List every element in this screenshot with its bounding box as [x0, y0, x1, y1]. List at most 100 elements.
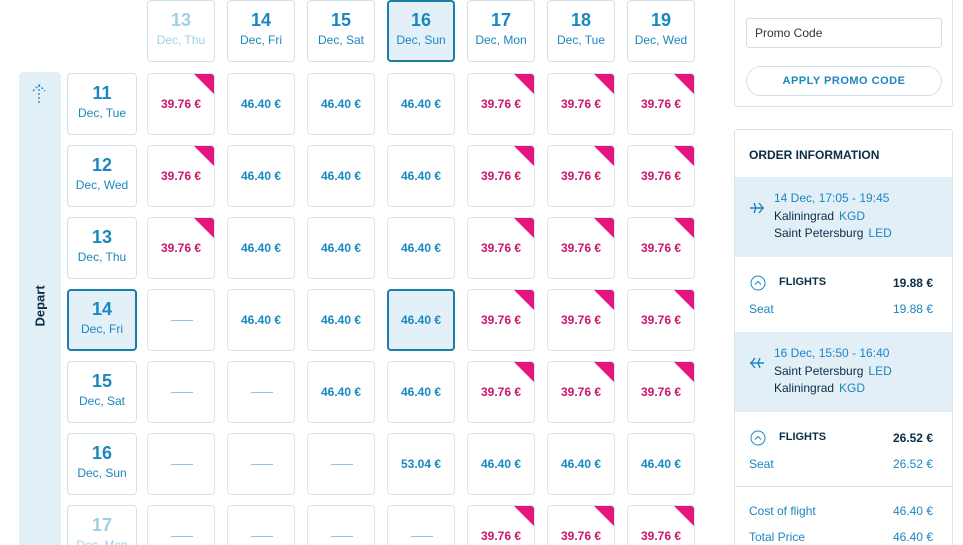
depart-date[interactable]: 14 Dec, Fri [67, 289, 137, 351]
fare-price: 46.40 € [400, 385, 442, 399]
fare-cell[interactable]: 39.76 € [147, 145, 215, 207]
no-fare [171, 392, 193, 393]
seat-label: Seat [749, 302, 774, 316]
fare-cell[interactable]: 39.76 € [467, 73, 535, 135]
fare-price: 46.40 € [320, 169, 362, 183]
fare-price: 39.76 € [480, 169, 522, 183]
return-label: Dec, Tue [556, 33, 606, 47]
depart-date[interactable]: 17 Dec, Mon [67, 505, 137, 545]
return-date[interactable]: 17 Dec, Mon [467, 0, 535, 62]
return-label: Dec, Sat [317, 33, 365, 47]
fare-cell[interactable]: 46.40 € [307, 289, 375, 351]
depart-date[interactable]: 11 Dec, Tue [67, 73, 137, 135]
promo-input[interactable]: Promo Code [746, 18, 942, 48]
fare-cell[interactable]: 46.40 € [387, 217, 455, 279]
depart-date-label: Dec, Mon [76, 538, 128, 545]
fare-cell[interactable]: 46.40 € [227, 289, 295, 351]
fare-cell[interactable]: 39.76 € [467, 145, 535, 207]
return-date[interactable]: 19 Dec, Wed [627, 0, 695, 62]
no-fare [331, 464, 353, 465]
no-fare [411, 536, 433, 537]
fare-cell [387, 505, 455, 545]
promo-marker [594, 362, 614, 382]
fare-cell[interactable]: 39.76 € [547, 73, 615, 135]
divider [735, 486, 952, 487]
fare-cell[interactable]: 39.76 € [547, 145, 615, 207]
fare-cell[interactable]: 39.76 € [147, 73, 215, 135]
fare-cell[interactable]: 39.76 € [627, 361, 695, 423]
cost-label: Cost of flight [749, 504, 816, 518]
plane-icon [750, 357, 764, 369]
fare-cell[interactable]: 39.76 € [627, 73, 695, 135]
fare-cell[interactable]: 39.76 € [547, 361, 615, 423]
return-date[interactable]: 18 Dec, Tue [547, 0, 615, 62]
depart-date[interactable]: 12 Dec, Wed [67, 145, 137, 207]
fare-cell[interactable]: 46.40 € [627, 433, 695, 495]
fare-price: 39.76 € [160, 169, 202, 183]
fare-cell[interactable]: 39.76 € [627, 505, 695, 545]
airport-code: LED [868, 364, 892, 378]
fare-price: 46.40 € [480, 457, 522, 471]
apply-promo-button[interactable]: APPLY PROMO CODE [746, 66, 942, 96]
depart-day: 11 [92, 83, 112, 103]
promo-marker [594, 290, 614, 310]
depart-date[interactable]: 13 Dec, Thu [67, 217, 137, 279]
fare-cell[interactable]: 46.40 € [227, 145, 295, 207]
no-fare [251, 464, 273, 465]
fare-price: 46.40 € [640, 457, 682, 471]
fare-cell[interactable]: 39.76 € [627, 145, 695, 207]
collapse-icon[interactable] [750, 430, 766, 446]
return-date[interactable]: 13 Dec, Thu [147, 0, 215, 62]
fare-price: 46.40 € [320, 97, 362, 111]
airport-code: KGD [839, 381, 866, 395]
depart-day: 12 [91, 155, 113, 175]
fare-cell[interactable]: 46.40 € [227, 217, 295, 279]
fare-cell[interactable]: 46.40 € [307, 145, 375, 207]
depart-date-label: Dec, Fri [81, 322, 123, 336]
fare-cell[interactable]: 46.40 € [467, 433, 535, 495]
fare-cell[interactable]: 39.76 € [467, 289, 535, 351]
fare-cell[interactable]: 39.76 € [627, 289, 695, 351]
depart-day: 14 [91, 299, 113, 319]
fare-cell[interactable]: 39.76 € [627, 217, 695, 279]
fare-cell[interactable]: 39.76 € [547, 217, 615, 279]
return-date[interactable]: 14 Dec, Fri [227, 0, 295, 62]
fare-cell[interactable]: 53.04 € [387, 433, 455, 495]
return-date[interactable]: 16 Dec, Sun [387, 0, 455, 62]
fare-cell[interactable]: 39.76 € [147, 217, 215, 279]
return-date[interactable]: 15 Dec, Sat [307, 0, 375, 62]
fare-cell[interactable]: 39.76 € [547, 289, 615, 351]
collapse-icon[interactable] [750, 275, 766, 291]
fare-price: 39.76 € [480, 529, 522, 543]
depart-date-label: Dec, Tue [77, 106, 127, 120]
promo-marker [194, 218, 214, 238]
fare-cell[interactable]: 46.40 € [387, 289, 455, 351]
fare-cell[interactable]: 39.76 € [547, 505, 615, 545]
fare-cell[interactable]: 46.40 € [387, 73, 455, 135]
return-label: Dec, Wed [634, 33, 688, 47]
fare-cell[interactable]: 46.40 € [227, 73, 295, 135]
fare-cell [307, 505, 375, 545]
fare-cell[interactable]: 46.40 € [387, 145, 455, 207]
fare-cell[interactable]: 46.40 € [307, 361, 375, 423]
fare-cell[interactable]: 39.76 € [467, 505, 535, 545]
fare-cell[interactable]: 46.40 € [307, 73, 375, 135]
city: Saint Petersburg [774, 226, 864, 240]
depart-date[interactable]: 15 Dec, Sat [67, 361, 137, 423]
depart-date[interactable]: 16 Dec, Sun [67, 433, 137, 495]
fare-cell[interactable]: 46.40 € [547, 433, 615, 495]
fare-cell[interactable]: 39.76 € [467, 361, 535, 423]
no-fare [171, 320, 193, 321]
depart-date-label: Dec, Sun [77, 466, 127, 480]
promo-marker [194, 74, 214, 94]
fare-price: 39.76 € [160, 97, 202, 111]
fare-price: 46.40 € [400, 169, 442, 183]
promo-box: Promo Code APPLY PROMO CODE [734, 0, 953, 107]
fare-cell[interactable]: 46.40 € [387, 361, 455, 423]
fare-cell[interactable]: 46.40 € [307, 217, 375, 279]
promo-marker [514, 506, 534, 526]
fare-price: 46.40 € [320, 241, 362, 255]
seat-price: 19.88 € [892, 302, 933, 316]
return-day: 13 [170, 10, 192, 30]
fare-cell[interactable]: 39.76 € [467, 217, 535, 279]
